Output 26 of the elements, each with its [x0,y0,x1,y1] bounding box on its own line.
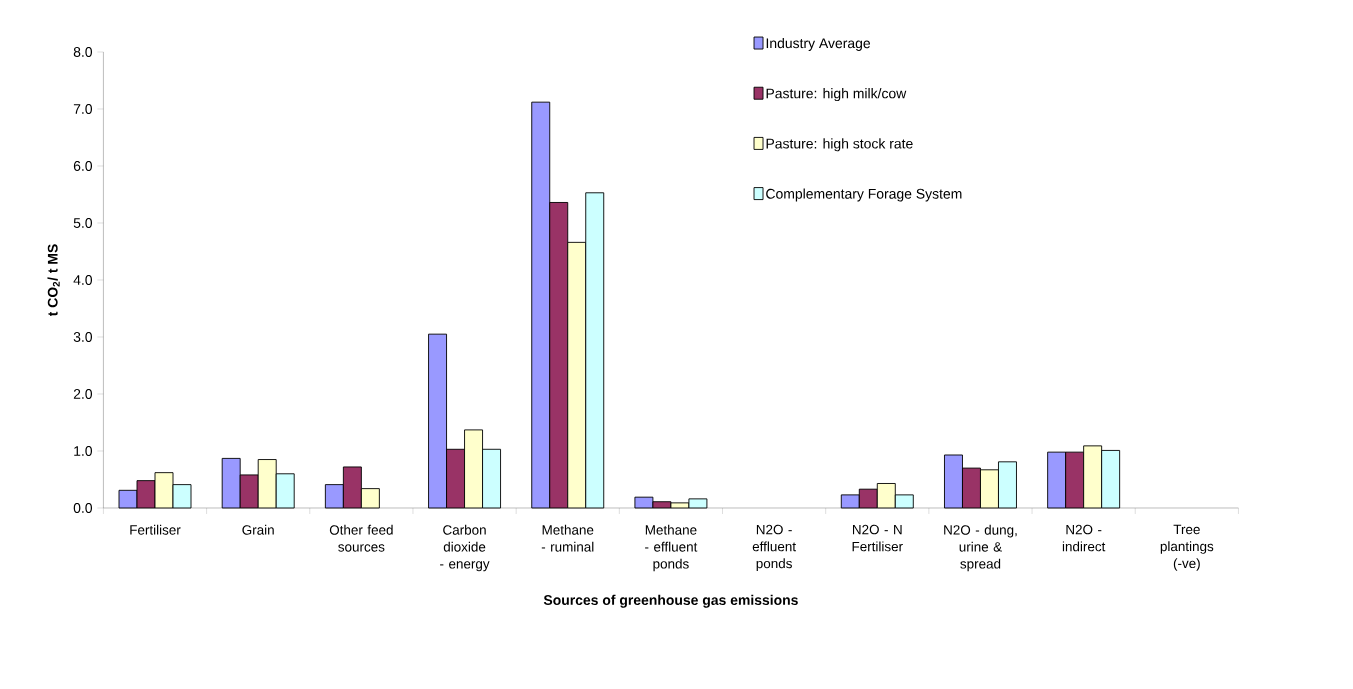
x-tick-label: Grain [242,524,274,535]
y-tick-label: 7.0 [73,104,93,114]
x-tick-label: N2O - N Fertiliser [852,524,903,552]
y-tick-label: 8.0 [73,47,93,57]
x-tick-label: Other feed sources [329,524,393,552]
text: t CO$_{2}$/ t MS [47,244,60,317]
x-axis-title: Sources of greenhouse gas emissions [543,594,798,608]
y-tick-label: 6.0 [73,161,93,171]
y-tick-label: 1.0 [74,446,93,456]
legend-label: Industry Average [766,37,871,51]
x-tick-label: N2O - dung, urine & spread [944,524,1017,572]
legend-label: Pasture: high milk/cow [766,88,907,102]
x-tick-label: Fertiliser [130,524,181,535]
x-tick-label: N2O - effluent ponds [752,524,796,571]
x-tick-label: Methane - effluent ponds [645,524,698,572]
x-tick-label: Carbon dioxide - energy [440,524,490,572]
legend-label: Pasture: high stock rate [766,138,913,152]
y-tick-label: 4.0 [73,275,93,285]
x-tick-label: Tree plantings (-ve) [1160,524,1214,571]
y-tick-label: 3.0 [73,332,93,342]
y-tick-label: 2.0 [73,389,93,399]
y-tick-label: 5.0 [73,218,93,228]
x-tick-label: N2O - indirect [1062,524,1106,552]
legend-label: Complementary Forage System [766,188,962,202]
y-tick-label: 0.0 [73,503,93,513]
x-tick-label: Methane - ruminal [541,524,594,552]
